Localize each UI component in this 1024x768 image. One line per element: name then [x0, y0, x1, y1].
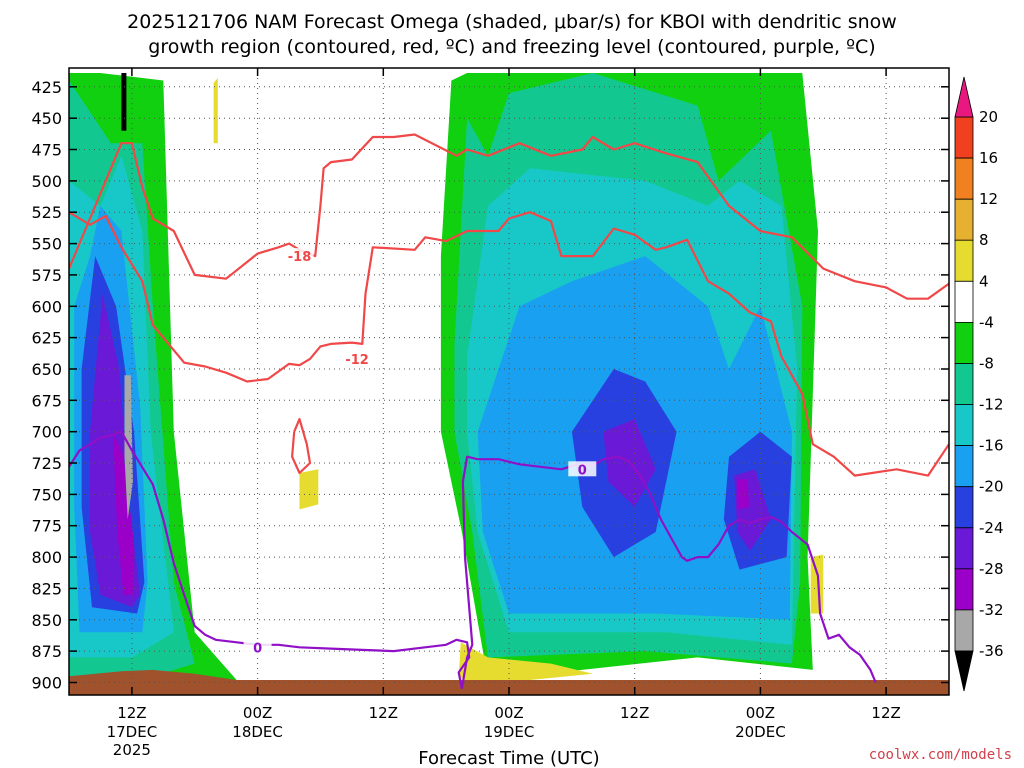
y-tick-label-725: 725 [31, 454, 62, 473]
dgz-contour-line-1 [69, 211, 949, 477]
y-tick-label-675: 675 [31, 391, 62, 410]
freezing-contour-line-1 [460, 455, 877, 689]
colorbar-band-12 [954, 609, 974, 652]
y-tick-label-650: 650 [31, 360, 62, 379]
omega-region-18 [299, 469, 319, 510]
colorbar-label-8: -16 [979, 437, 1004, 455]
x-tick-date-42: 19DEC [484, 723, 535, 741]
dgz-contour-line-2 [291, 418, 312, 475]
colorbar-label-4: 4 [979, 272, 989, 290]
colorbar-label-12: -32 [979, 601, 1004, 619]
colorbar-band-7 [954, 404, 974, 446]
x-tick-label-78: 12Z [871, 704, 900, 722]
credit-text: coolwx.com/models [869, 747, 1012, 763]
colorbar-label-9: -20 [979, 478, 1004, 496]
omega-region-19 [213, 78, 218, 144]
y-tick-label-425: 425 [31, 78, 62, 97]
colorbar-label-3: 8 [979, 231, 989, 249]
x-tick-label-54: 12Z [620, 704, 649, 722]
contour-lines: -18 -12 0 0 [69, 133, 949, 689]
x-tick-date-18: 18DEC [232, 723, 283, 741]
dgz-contour-label-0: -18 [288, 250, 312, 265]
colorbar-label-6: -8 [979, 355, 994, 373]
freezing-contour-label-0: 0 [253, 641, 262, 656]
x-tick-date-66: 20DEC [735, 723, 786, 741]
grid-lines [69, 68, 949, 695]
freezing-contour-label-1: 0 [578, 463, 587, 478]
dgz-contour-line-0 [69, 133, 949, 300]
y-tick-label-550: 550 [31, 235, 62, 254]
x-axis-title: Forecast Time (UTC) [418, 748, 599, 768]
y-tick-label-825: 825 [31, 579, 62, 598]
y-tick-label-525: 525 [31, 203, 62, 222]
colorbar-band-1 [954, 157, 974, 200]
y-tick-label-700: 700 [31, 423, 62, 442]
colorbar-label-7: -12 [979, 396, 1004, 414]
y-tick-label-625: 625 [31, 329, 62, 348]
colorbar-band-9 [954, 486, 974, 529]
omega-region-17 [458, 642, 593, 689]
omega-region-6 [113, 431, 134, 595]
x-tick-label-18: 00Z [243, 704, 272, 722]
colorbar-label-0: 20 [979, 108, 998, 126]
y-tick-label-900: 900 [31, 674, 62, 693]
colorbar-band-8 [954, 445, 974, 488]
y-tick-label-775: 775 [31, 517, 62, 536]
colorbar-band-3 [954, 239, 974, 282]
colorbar-label-13: -36 [979, 642, 1004, 660]
freezing-contour-label-bg-0 [243, 639, 272, 655]
x-tick-year-6: 2025 [113, 741, 151, 759]
y-tick-label-475: 475 [31, 141, 62, 160]
colorbar-over-arrow [954, 76, 974, 118]
x-tick-label-6: 12Z [117, 704, 146, 722]
omega-core-max [121, 73, 127, 131]
x-tick-date-6: 17DEC [107, 723, 158, 741]
chart-title-line1: 2025121706 NAM Forecast Omega (shaded, μ… [127, 11, 897, 33]
x-tick-label-30: 12Z [369, 704, 398, 722]
colorbar-under-arrow [954, 650, 974, 692]
omega-region-7 [124, 375, 133, 520]
omega-region-20 [810, 554, 824, 614]
y-tick-label-450: 450 [31, 109, 62, 128]
dgz-contour-label-1: -12 [345, 353, 369, 368]
x-tick-label-42: 00Z [494, 704, 523, 722]
y-axis: 425 450 475 500 525 550 575 600 625 650 675 700 725 7… [31, 78, 949, 693]
colorbar-label-5: -4 [979, 313, 994, 331]
freezing-contour-line-0 [69, 430, 471, 689]
colorbar-band-6 [954, 363, 974, 405]
colorbar-label-10: -24 [979, 519, 1004, 537]
y-tick-label-575: 575 [31, 266, 62, 285]
dgz-contour-label-bg-0 [285, 248, 314, 264]
chart-title-line2: growth region (contoured, red, ºC) and f… [148, 36, 875, 58]
colorbar-band-11 [954, 568, 974, 611]
colorbar-label-2: 12 [979, 190, 998, 208]
colorbar-band-2 [954, 198, 974, 241]
colorbar-label-1: 16 [979, 149, 998, 167]
colorbar-band-0 [954, 116, 974, 159]
y-tick-label-800: 800 [31, 548, 62, 567]
y-tick-label-750: 750 [31, 485, 62, 504]
colorbar-band-5 [954, 321, 974, 364]
dgz-contour-label-bg-1 [343, 350, 372, 366]
x-tick-label-66: 00Z [746, 704, 775, 722]
omega-region-16 [737, 479, 749, 510]
y-tick-label-500: 500 [31, 172, 62, 191]
colorbar-label-11: -28 [979, 560, 1004, 578]
plot-area: -18 -12 0 0 425 450 475 500 525 550 575 600 625 650 6… [31, 67, 950, 759]
y-tick-label-600: 600 [31, 297, 62, 316]
y-tick-label-875: 875 [31, 642, 62, 661]
colorbar-band-4 [954, 280, 974, 323]
y-tick-label-850: 850 [31, 611, 62, 630]
colorbar: 20 16 12 8 4 -4 -8 -12 -16 -20 -24 -28 -32 -36 [954, 76, 1004, 692]
colorbar-band-10 [954, 527, 974, 570]
freezing-contour-label-bg-1 [568, 461, 597, 477]
